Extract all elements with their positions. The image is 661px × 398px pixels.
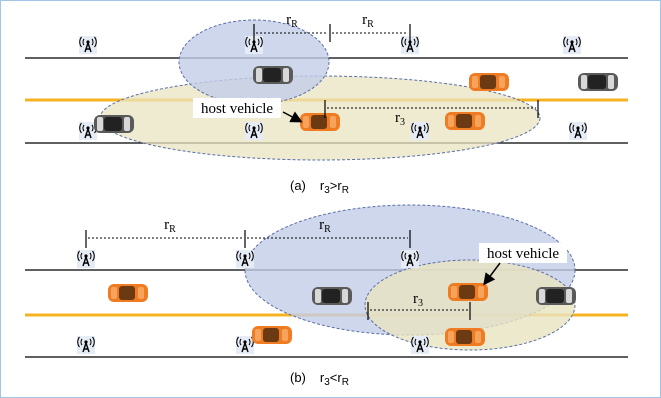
label-part: R xyxy=(342,377,349,388)
figure: rR rR r3 host vehicle (a)r3>rR rR rR r3 … xyxy=(0,0,661,398)
label-part: (b) xyxy=(290,370,306,385)
label-part: R xyxy=(342,185,349,196)
label-part: R xyxy=(367,19,374,30)
label-part: 3 xyxy=(400,117,405,128)
label-part: R xyxy=(324,224,331,235)
host-label: host vehicle xyxy=(487,246,559,262)
label-part: (a) xyxy=(290,178,306,193)
frame xyxy=(1,1,661,398)
label-part: > xyxy=(330,178,338,193)
label-part: R xyxy=(169,224,176,235)
label-part: R xyxy=(291,19,298,30)
label-part: 3 xyxy=(418,298,423,309)
label-part: < xyxy=(330,370,338,385)
host-label: host vehicle xyxy=(201,101,273,117)
